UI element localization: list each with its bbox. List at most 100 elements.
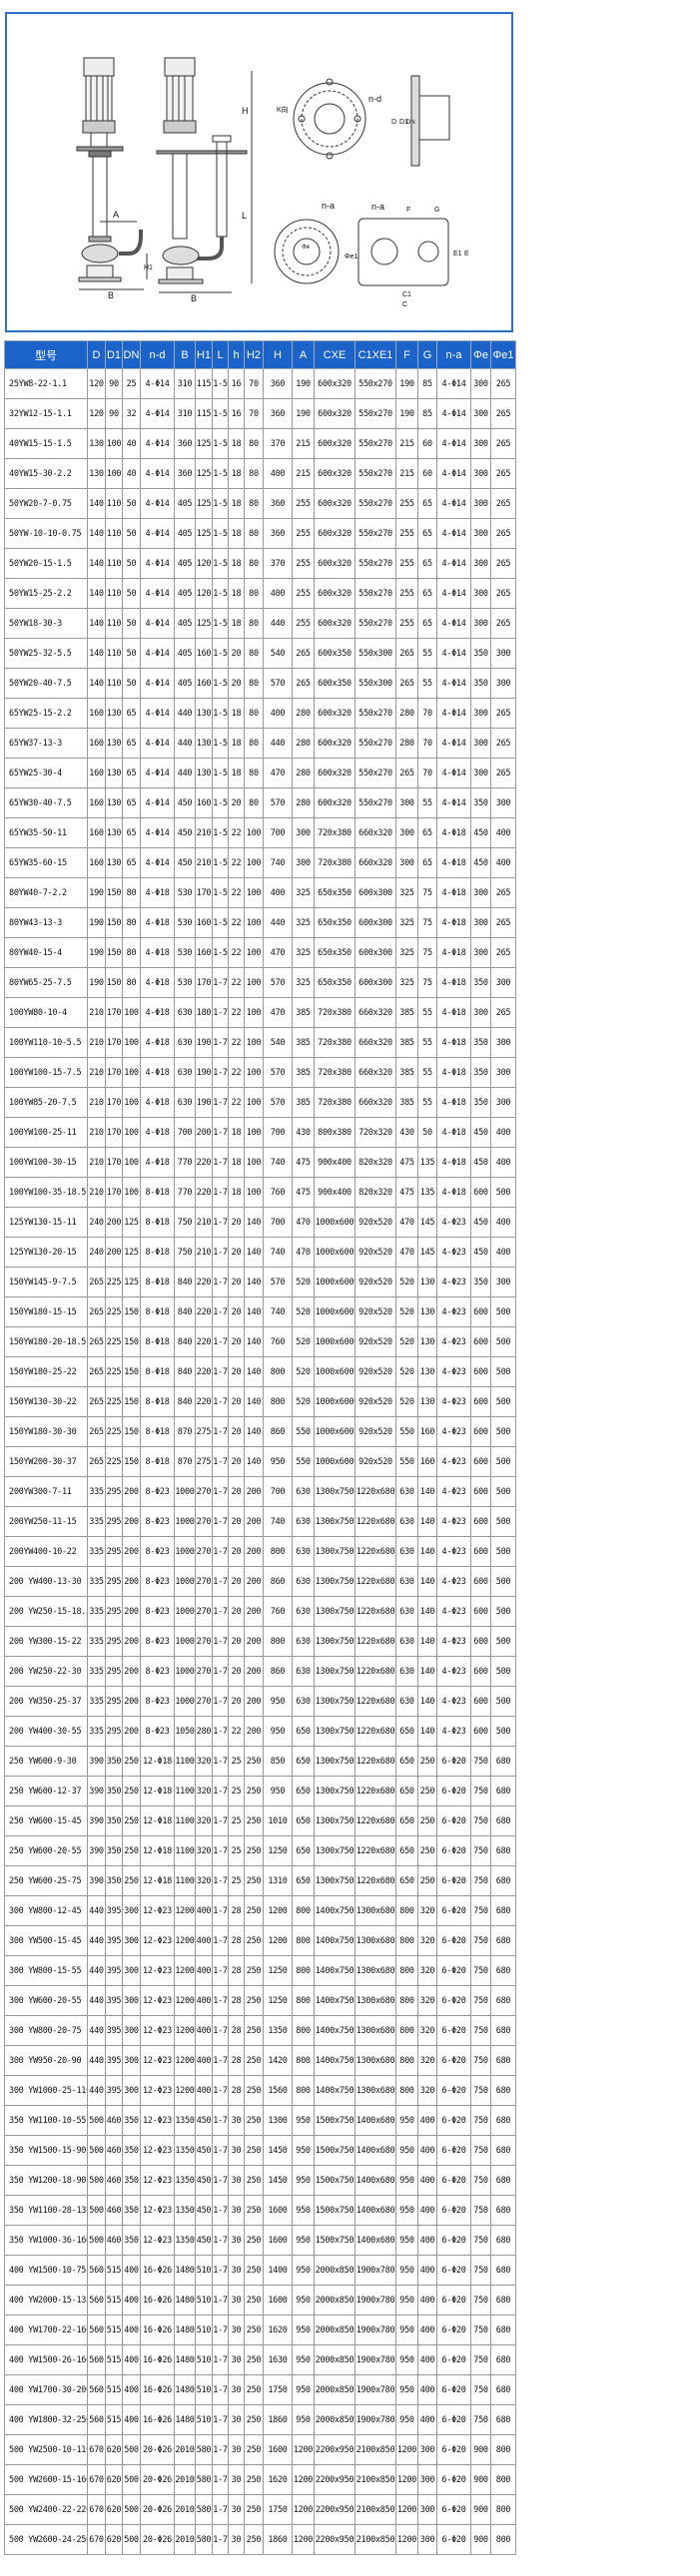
table-cell: 4-Φ14: [140, 698, 175, 729]
model-cell: 300 YW950-20-90: [4, 2045, 88, 2076]
table-cell: 1-7: [212, 1476, 229, 1507]
table-cell: 18: [228, 428, 245, 459]
table-cell: 550x270: [354, 758, 396, 788]
table-cell: 100: [122, 1087, 141, 1118]
table-cell: 190: [395, 368, 418, 399]
table-cell: 500: [87, 2225, 106, 2256]
table-cell: 170: [105, 1057, 123, 1088]
table-cell: 1-5: [212, 518, 229, 549]
table-cell: 1200: [174, 2015, 196, 2046]
table-cell: 70: [244, 398, 264, 429]
table-cell: 950: [292, 2315, 315, 2345]
table-cell: 1-5: [212, 907, 229, 938]
table-cell: 265: [490, 428, 516, 459]
table-cell: 840: [174, 1386, 196, 1417]
table-cell: 400: [417, 2105, 437, 2136]
dimension-diagram: A B H1 B H L n-d K向: [76, 57, 469, 308]
table-cell: 460: [105, 2225, 123, 2256]
table-cell: 440: [87, 1895, 106, 1926]
table-cell: 320: [417, 1955, 437, 1986]
table-cell: 150: [105, 967, 123, 998]
table-cell: 650: [292, 1835, 315, 1866]
table-cell: 350: [122, 2135, 141, 2166]
table-cell: 1300x750: [314, 1626, 355, 1657]
table-cell: 360: [263, 398, 293, 429]
table-cell: 85: [417, 398, 437, 429]
table-cell: 760: [263, 1326, 293, 1357]
table-cell: 520: [292, 1296, 315, 1327]
table-cell: 250: [244, 2225, 264, 2256]
table-cell: 4-Φ14: [436, 518, 471, 549]
table-cell: 4-Φ14: [436, 458, 471, 489]
table-cell: 950: [292, 2105, 315, 2136]
table-cell: 750: [470, 2015, 491, 2046]
table-cell: 6-Φ20: [436, 2195, 471, 2226]
table-cell: 1300x680: [354, 2075, 396, 2106]
table-cell: 840: [174, 1267, 196, 1297]
table-cell: 750: [470, 1865, 491, 1896]
model-cell: 350 YW1200-18-90: [4, 2165, 88, 2196]
label-g: G: [434, 207, 439, 214]
table-cell: 140: [417, 1506, 437, 1537]
table-cell: 255: [395, 518, 418, 549]
table-cell: 405: [174, 488, 196, 519]
table-cell: 720x380: [314, 997, 355, 1028]
table-cell: 680: [490, 2255, 516, 2286]
table-cell: 18: [228, 488, 245, 519]
model-cell: 100YW110-10-5.5: [4, 1027, 88, 1058]
table-cell: 130: [87, 458, 106, 489]
table-cell: 1300x750: [314, 1656, 355, 1687]
table-cell: 80: [244, 787, 264, 818]
table-cell: 18: [228, 1177, 245, 1208]
table-cell: 12-Φ23: [140, 1955, 175, 1986]
table-cell: 75: [417, 937, 437, 968]
column-header: A: [292, 340, 315, 369]
table-cell: 300: [417, 2434, 437, 2465]
table-cell: 2200x950: [314, 2464, 355, 2495]
table-cell: 255: [292, 608, 315, 639]
table-cell: 350: [105, 1865, 123, 1896]
table-row: 200YW400-10-22 335 295 200 8-Φ23 1000 270 1-7 20…: [4, 1536, 516, 1567]
table-cell: 6-Φ20: [436, 2315, 471, 2345]
table-row: 200YW300-7-11 335 295 200 8-Φ23 1000 270 1-7 20 2…: [4, 1476, 516, 1507]
table-cell: 400: [417, 2344, 437, 2375]
table-cell: 350: [122, 2195, 141, 2226]
table-cell: 150: [122, 1416, 141, 1447]
table-cell: 100: [244, 1147, 264, 1178]
table-cell: 950: [395, 2255, 418, 2286]
label-n-d: n-d: [368, 94, 381, 104]
model-cell: 250 YW600-25-75: [4, 1865, 88, 1896]
table-cell: 4-Φ23: [436, 1237, 471, 1268]
table-cell: 660x320: [354, 817, 396, 848]
model-cell: 100YW100-15-7.5: [4, 1057, 88, 1088]
table-cell: 1200: [292, 2494, 315, 2525]
table-cell: 1350: [174, 2165, 196, 2196]
table-cell: 310: [174, 368, 196, 399]
table-row: 80YW65-25-7.5 190 150 80 4-Φ18 530 170 1-7 22 100…: [4, 967, 516, 998]
table-cell: 4-Φ14: [436, 368, 471, 399]
table-cell: 510: [195, 2374, 213, 2405]
model-cell: 65YW35-50-11: [4, 817, 88, 848]
table-cell: 325: [292, 967, 315, 998]
table-cell: 265: [395, 758, 418, 788]
table-cell: 440: [87, 1925, 106, 1956]
table-cell: 560: [87, 2404, 106, 2435]
table-cell: 125: [195, 458, 213, 489]
table-cell: 335: [87, 1566, 106, 1597]
table-cell: 400: [122, 2255, 141, 2286]
table-cell: 140: [244, 1356, 264, 1387]
table-cell: 1200: [174, 1895, 196, 1926]
table-row: 350 YW1500-15-90 500 460 350 12-Φ23 1350 450 1-…: [4, 2135, 516, 2166]
table-cell: 600x320: [314, 518, 355, 549]
table-cell: 140: [244, 1267, 264, 1297]
table-cell: 6-Φ20: [436, 1805, 471, 1836]
table-cell: 300: [122, 1955, 141, 1986]
table-cell: 2010: [174, 2494, 196, 2525]
table-cell: 300: [292, 817, 315, 848]
table-row: 200 YW400-13-30 335 295 200 8-Φ23 1000 270 1-7 2…: [4, 1566, 516, 1597]
table-cell: 125: [122, 1237, 141, 1268]
table-cell: 12-Φ18: [140, 1746, 175, 1777]
table-cell: 130: [417, 1326, 437, 1357]
model-cell: 65YW35-60-15: [4, 847, 88, 878]
table-cell: 680: [490, 2315, 516, 2345]
